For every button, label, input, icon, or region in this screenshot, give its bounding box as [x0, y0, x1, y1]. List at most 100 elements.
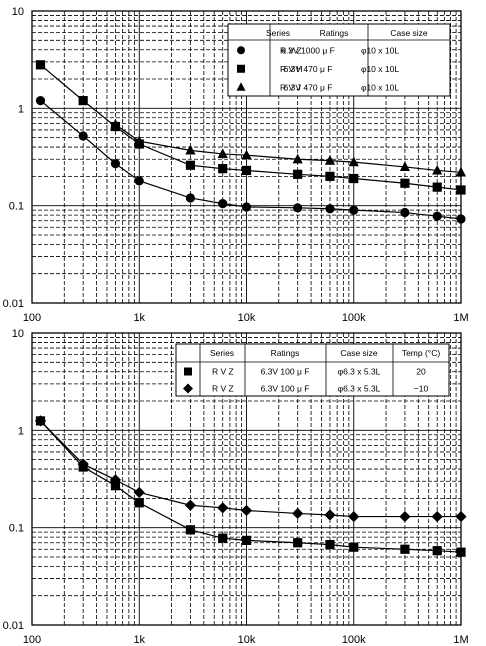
data-point-triangle	[455, 166, 467, 177]
legend-cell: R V Z	[212, 384, 234, 394]
legend-cell: R V Z	[280, 45, 302, 55]
data-point-triangle	[241, 149, 252, 160]
x-tick-label: 1M	[453, 312, 468, 324]
data-point-square	[218, 533, 228, 543]
data-point-circle	[349, 205, 359, 215]
data-point-circle	[456, 214, 466, 224]
data-point-circle	[432, 211, 442, 221]
data-point-triangle	[134, 135, 145, 146]
data-point-square	[432, 182, 442, 192]
data-point-circle	[185, 193, 196, 203]
legend-header: Series	[266, 28, 290, 38]
data-point-circle	[218, 199, 228, 209]
y-tick-label: 10	[12, 6, 24, 18]
series-square	[35, 416, 466, 557]
y-tick-label: 10	[12, 328, 24, 340]
data-point-diamond	[34, 415, 47, 427]
series-diamond	[34, 415, 467, 523]
legend-cell: 6.3V 100 μ F	[261, 384, 310, 394]
data-point-square	[237, 64, 245, 73]
data-point-diamond	[399, 510, 411, 523]
data-point-circle	[78, 131, 88, 141]
data-point-square	[185, 160, 196, 170]
plot-frame	[31, 332, 462, 626]
data-point-square	[432, 546, 442, 556]
data-point-triangle	[324, 155, 336, 165]
legend: Series Ratings Case size R V Z6.3V 1000 μ F…	[227, 23, 451, 97]
data-point-square	[134, 498, 144, 508]
y-tick-label: 1	[18, 425, 24, 437]
chart-1: 100 1k 10k 100k 1M 10 1 0.1 0.01 Series Ratings Cas…	[3, 6, 469, 324]
x-tick-label: 100k	[342, 634, 366, 646]
chart-2: 100 1k 10k 100k 1M 10 1 0.1 0.01 Series Ratings Cas…	[3, 328, 469, 646]
data-point-square	[349, 173, 359, 184]
legend-cell: φ10 x 10L	[361, 45, 399, 55]
legend: Series Ratings Case size Temp (°C) R V Z 6.3V…	[175, 343, 450, 397]
x-tick-label: 100	[23, 312, 41, 324]
x-tick-label: 100	[23, 634, 41, 646]
data-point-triangle	[432, 164, 443, 175]
legend-header: Series	[210, 348, 234, 358]
data-point-square	[456, 547, 466, 557]
data-point-diamond	[133, 486, 145, 499]
legend-cell: 20	[416, 367, 426, 377]
series-triangle	[110, 119, 467, 177]
legend-cell: 6.3V 100 μ F	[261, 367, 310, 377]
legend-cell: 6.3V 470 μ F	[284, 82, 333, 92]
legend-box	[227, 23, 451, 97]
legend-header: Case size	[390, 28, 428, 38]
data-point-square	[35, 60, 46, 70]
legend-cell: 6.3V 470 μ F	[284, 64, 333, 74]
x-tick-label: 10k	[238, 634, 256, 646]
data-point-square	[325, 539, 335, 550]
data-point-circle	[241, 202, 252, 212]
data-point-diamond	[324, 509, 336, 521]
x-tick-label: 1k	[133, 634, 145, 646]
x-tick-label: 1k	[133, 312, 145, 324]
data-point-square	[349, 542, 359, 552]
legend-cell: φ6.3 x 5.3L	[338, 367, 381, 377]
data-point-circle	[400, 207, 410, 218]
data-point-square	[293, 538, 303, 548]
legend-cell: −10	[414, 384, 429, 394]
data-point-square	[184, 367, 192, 376]
legend-cell: R V J	[280, 82, 301, 92]
data-point-triangle	[236, 82, 246, 91]
legend-cell: φ10 x 10L	[361, 64, 399, 74]
data-point-square	[456, 185, 466, 195]
legend-cell: φ10 x 10L	[361, 82, 399, 92]
data-point-triangle	[292, 153, 303, 164]
data-point-diamond	[217, 502, 229, 514]
data-point-triangle	[399, 161, 411, 172]
y-tick-label: 0.1	[9, 523, 24, 535]
data-point-square	[241, 535, 252, 545]
y-tick-label: 1	[18, 103, 24, 115]
data-point-square	[185, 525, 196, 535]
data-point-diamond	[77, 458, 89, 470]
x-tick-label: 1M	[453, 634, 468, 646]
legend-header: Ratings	[320, 28, 349, 38]
data-point-square	[325, 171, 335, 181]
series-circle	[35, 96, 466, 224]
data-point-circle	[35, 96, 46, 106]
legend-cell: 6.3V 1000 μ F	[281, 45, 335, 55]
data-point-diamond	[183, 383, 193, 394]
legend-box	[175, 343, 450, 397]
data-point-circle	[110, 159, 121, 169]
series-line	[40, 100, 462, 220]
data-point-circle	[293, 203, 303, 213]
data-point-diamond	[431, 510, 443, 523]
data-point-square	[218, 164, 228, 174]
data-point-square	[400, 544, 410, 554]
data-point-diamond	[292, 507, 304, 520]
legend-header: Ratings	[271, 348, 300, 358]
data-point-square	[78, 96, 88, 106]
data-point-diamond	[240, 504, 253, 517]
legend-cell: R V Z	[212, 367, 234, 377]
legend-cell: R V H	[280, 64, 303, 74]
legend-cell: φ6.3 x 5.3L	[338, 384, 381, 394]
data-point-triangle	[185, 144, 196, 155]
y-tick-label: 0.01	[3, 298, 24, 310]
data-point-diamond	[109, 474, 122, 486]
